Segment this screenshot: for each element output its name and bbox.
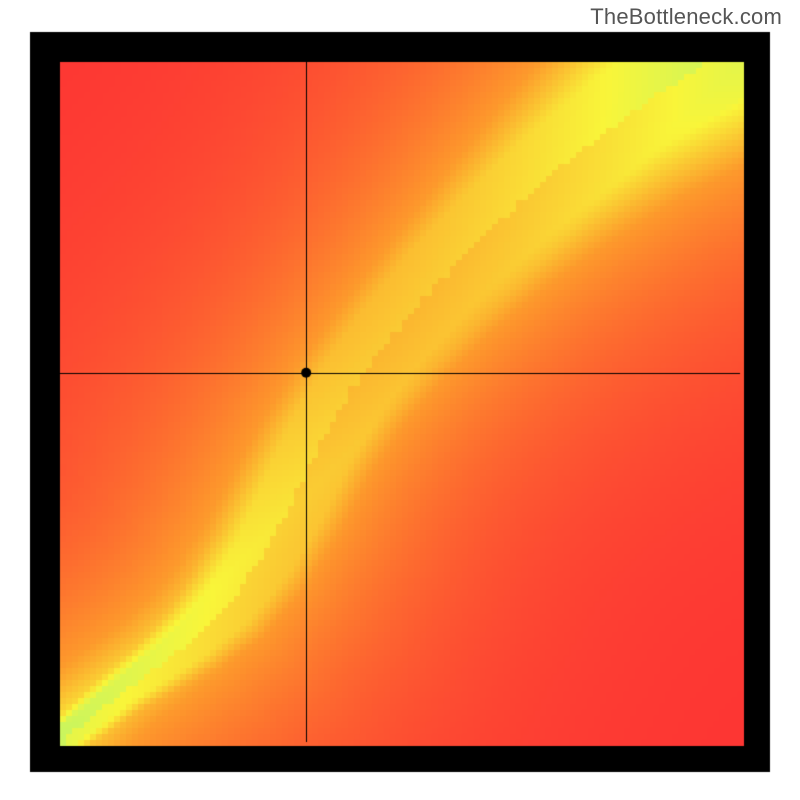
bottleneck-heatmap	[0, 0, 800, 800]
watermark-text: TheBottleneck.com	[590, 4, 782, 30]
